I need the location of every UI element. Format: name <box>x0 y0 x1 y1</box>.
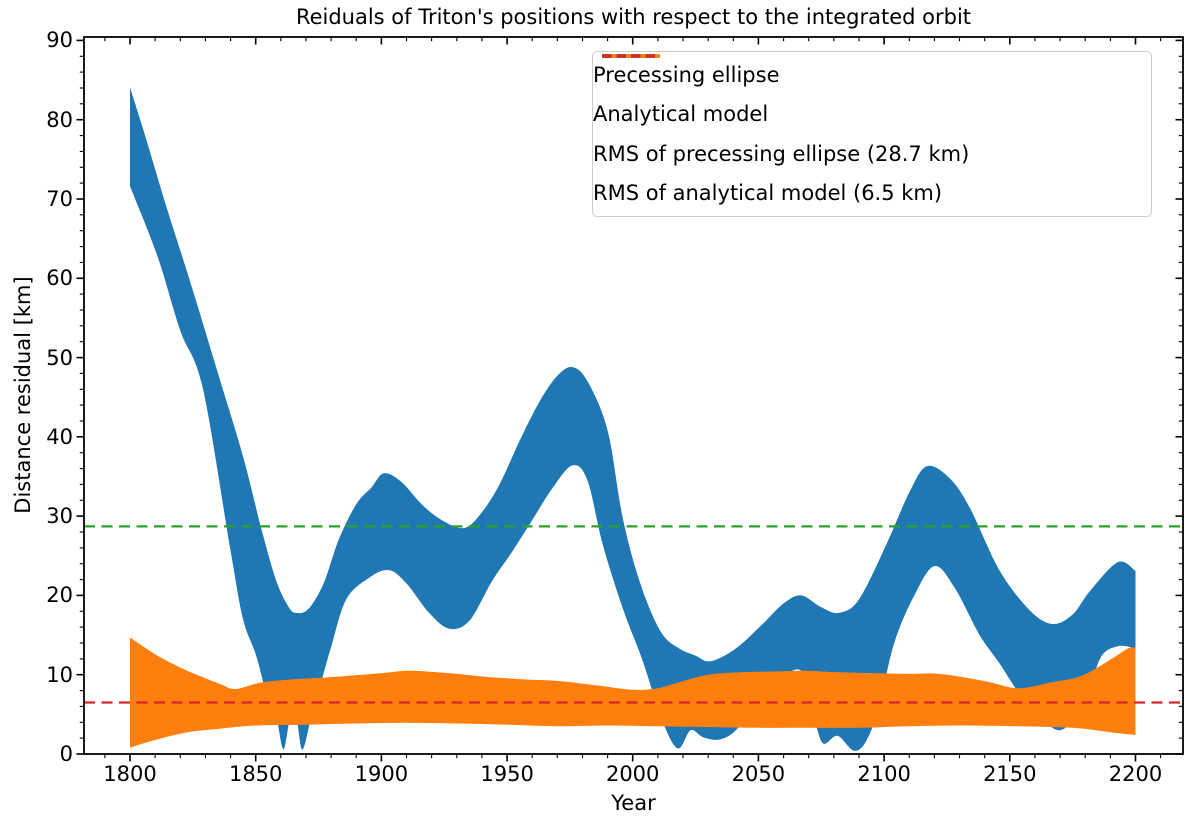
y-tick-label: 10 <box>46 662 73 687</box>
precessing-ellipse-band <box>130 87 1136 751</box>
y-tick-label: 30 <box>46 504 73 529</box>
legend-item: Precessing ellipse <box>593 54 1151 94</box>
legend-label: RMS of analytical model (6.5 km) <box>593 181 943 206</box>
x-axis-label: Year <box>611 791 656 815</box>
legend-label: RMS of precessing ellipse (28.7 km) <box>593 141 970 166</box>
x-tick-label: 1800 <box>103 762 157 786</box>
y-tick-label: 0 <box>59 742 73 766</box>
y-tick-label: 50 <box>46 345 73 370</box>
y-tick-label: 60 <box>46 266 73 291</box>
chart-title: Reiduals of Triton's positions with resp… <box>295 5 972 29</box>
x-tick-label: 1900 <box>354 762 409 786</box>
y-tick-label: 80 <box>46 107 73 132</box>
x-tick-label: 2050 <box>731 762 786 786</box>
y-tick-label: 40 <box>46 424 73 449</box>
y-axis-label: Distance residual [km] <box>11 276 35 514</box>
y-tick-label: 70 <box>46 187 73 211</box>
legend-line-swatch <box>602 54 660 58</box>
y-tick-label: 90 <box>46 28 73 53</box>
legend-label: Precessing ellipse <box>593 62 780 87</box>
analytical-model-band <box>130 637 1136 748</box>
x-tick-label: 2200 <box>1108 762 1163 786</box>
x-tick-label: 2000 <box>605 762 660 786</box>
legend-item: RMS of precessing ellipse (28.7 km) <box>593 54 1151 173</box>
legend-label: Analytical model <box>593 102 769 127</box>
legend-item: Analytical model <box>593 54 1151 133</box>
x-tick-label: 2100 <box>857 762 911 786</box>
legend-item: RMS of analytical model (6.5 km) <box>593 54 1151 212</box>
x-tick-label: 2150 <box>983 762 1037 786</box>
y-tick-label: 20 <box>46 583 73 608</box>
legend: Precessing ellipse Analytical model RMS of… <box>592 51 1152 217</box>
x-tick-label: 1950 <box>480 762 534 786</box>
x-tick-label: 1850 <box>228 762 283 786</box>
